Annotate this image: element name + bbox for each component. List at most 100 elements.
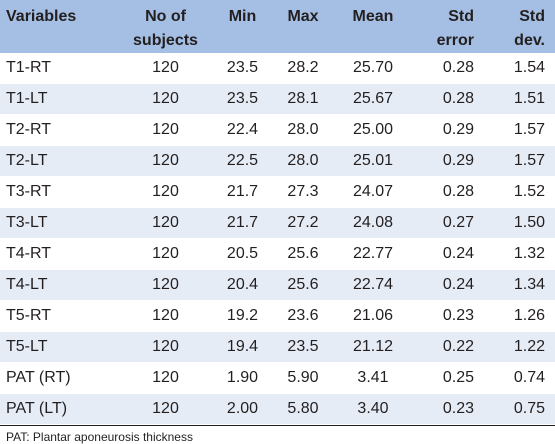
cell-max: 28.0 bbox=[287, 121, 319, 138]
table-row: T1-LT 120 23.5 28.1 25.67 0.28 1.51 bbox=[0, 83, 555, 115]
header-row: Variables No of subjects Min Max Mean Std… bbox=[0, 0, 555, 53]
cell-variable: T5-RT bbox=[6, 307, 52, 324]
cell-variable: T5-LT bbox=[6, 338, 48, 355]
cell-mean: 25.01 bbox=[352, 152, 394, 169]
cell-std-dev: 0.74 bbox=[513, 369, 545, 386]
cell-min: 21.7 bbox=[226, 183, 259, 200]
table-body: T1-RT 120 23.5 28.2 25.70 0.28 1.54 T1-LT 120 23.… bbox=[0, 53, 555, 425]
cell-mean: 25.67 bbox=[352, 90, 394, 107]
cell-max: 5.80 bbox=[287, 400, 319, 417]
cell-min: 21.7 bbox=[226, 214, 259, 231]
table-header: Variables No of subjects Min Max Mean Std… bbox=[0, 0, 555, 53]
cell-mean: 3.41 bbox=[357, 369, 389, 386]
cell-max: 27.3 bbox=[287, 183, 319, 200]
cell-std-error: 0.28 bbox=[442, 90, 474, 107]
cell-mean: 21.06 bbox=[352, 307, 394, 324]
cell-std-dev: 1.54 bbox=[513, 59, 545, 76]
table-row: PAT (LT) 120 2.00 5.80 3.40 0.23 0.75 bbox=[0, 393, 555, 425]
cell-min: 22.5 bbox=[226, 152, 259, 169]
cell-subjects: 120 bbox=[152, 183, 179, 200]
table-row: T1-RT 120 23.5 28.2 25.70 0.28 1.54 bbox=[0, 53, 555, 84]
cell-max: 25.6 bbox=[287, 276, 319, 293]
table-row: T3-RT 120 21.7 27.3 24.07 0.28 1.52 bbox=[0, 177, 555, 208]
cell-subjects: 120 bbox=[152, 121, 179, 138]
cell-std-dev: 1.26 bbox=[513, 307, 545, 324]
table-row: T4-RT 120 20.5 25.6 22.77 0.24 1.32 bbox=[0, 239, 555, 270]
table-row: T5-LT 120 19.4 23.5 21.12 0.22 1.22 bbox=[0, 331, 555, 363]
cell-min: 22.4 bbox=[226, 121, 259, 138]
header-max: Max bbox=[287, 8, 319, 25]
cell-mean: 21.12 bbox=[352, 338, 394, 355]
table-row: PAT (RT) 120 1.90 5.90 3.41 0.25 0.74 bbox=[0, 363, 555, 394]
cell-min: 19.4 bbox=[226, 338, 259, 355]
header-std-dev: Std dev. bbox=[514, 8, 545, 49]
cell-std-dev: 1.52 bbox=[513, 183, 545, 200]
cell-subjects: 120 bbox=[152, 245, 179, 262]
table-row: T4-LT 120 20.4 25.6 22.74 0.24 1.34 bbox=[0, 269, 555, 301]
cell-std-error: 0.23 bbox=[442, 307, 474, 324]
cell-mean: 22.77 bbox=[352, 245, 394, 262]
cell-std-error: 0.24 bbox=[442, 276, 474, 293]
cell-variable: PAT (LT) bbox=[6, 400, 68, 417]
cell-max: 25.6 bbox=[287, 245, 319, 262]
cell-subjects: 120 bbox=[152, 307, 179, 324]
cell-std-error: 0.27 bbox=[442, 214, 474, 231]
cell-std-dev: 1.51 bbox=[513, 90, 545, 107]
cell-subjects: 120 bbox=[152, 338, 179, 355]
cell-std-dev: 1.57 bbox=[513, 121, 545, 138]
cell-variable: T2-RT bbox=[6, 121, 52, 138]
table-row: T2-RT 120 22.4 28.0 25.00 0.29 1.57 bbox=[0, 115, 555, 146]
cell-subjects: 120 bbox=[152, 400, 179, 417]
cell-min: 2.00 bbox=[226, 400, 259, 417]
header-min: Min bbox=[228, 8, 257, 25]
cell-std-error: 0.23 bbox=[442, 400, 474, 417]
cell-max: 5.90 bbox=[287, 369, 319, 386]
cell-mean: 3.40 bbox=[357, 400, 389, 417]
cell-variable: T1-RT bbox=[6, 59, 52, 76]
cell-min: 20.5 bbox=[226, 245, 259, 262]
cell-variable: T3-RT bbox=[6, 183, 52, 200]
cell-subjects: 120 bbox=[152, 276, 179, 293]
header-variables: Variables bbox=[6, 8, 77, 25]
cell-max: 28.1 bbox=[287, 90, 319, 107]
cell-std-error: 0.29 bbox=[442, 121, 474, 138]
table-row: T3-LT 120 21.7 27.2 24.08 0.27 1.50 bbox=[0, 207, 555, 239]
cell-mean: 22.74 bbox=[352, 276, 394, 293]
cell-variable: T4-LT bbox=[6, 276, 48, 293]
cell-subjects: 120 bbox=[152, 59, 179, 76]
cell-max: 23.5 bbox=[287, 338, 319, 355]
cell-min: 19.2 bbox=[226, 307, 259, 324]
table-row: T5-RT 120 19.2 23.6 21.06 0.23 1.26 bbox=[0, 301, 555, 332]
cell-std-error: 0.24 bbox=[442, 245, 474, 262]
cell-max: 27.2 bbox=[287, 214, 319, 231]
header-std-error: Std error bbox=[436, 8, 474, 49]
cell-variable: PAT (RT) bbox=[6, 369, 71, 386]
cell-subjects: 120 bbox=[152, 90, 179, 107]
cell-min: 1.90 bbox=[226, 369, 259, 386]
cell-variable: T4-RT bbox=[6, 245, 52, 262]
table-footnote: PAT: Plantar aponeurosis thickness bbox=[0, 425, 555, 444]
cell-std-error: 0.22 bbox=[442, 338, 474, 355]
cell-max: 28.0 bbox=[287, 152, 319, 169]
cell-max: 23.6 bbox=[287, 307, 319, 324]
cell-std-dev: 1.57 bbox=[513, 152, 545, 169]
cell-std-dev: 0.75 bbox=[513, 400, 545, 417]
cell-std-dev: 1.34 bbox=[513, 276, 545, 293]
cell-subjects: 120 bbox=[152, 214, 179, 231]
header-subjects: No of subjects bbox=[133, 8, 198, 49]
cell-mean: 25.70 bbox=[352, 59, 394, 76]
cell-std-error: 0.28 bbox=[442, 59, 474, 76]
header-mean: Mean bbox=[352, 8, 394, 25]
cell-std-error: 0.28 bbox=[442, 183, 474, 200]
cell-subjects: 120 bbox=[152, 369, 179, 386]
statistics-table: Variables No of subjects Min Max Mean Std… bbox=[0, 0, 555, 425]
cell-min: 20.4 bbox=[226, 276, 259, 293]
cell-std-dev: 1.32 bbox=[513, 245, 545, 262]
cell-std-dev: 1.22 bbox=[513, 338, 545, 355]
cell-max: 28.2 bbox=[287, 59, 319, 76]
cell-subjects: 120 bbox=[152, 152, 179, 169]
cell-std-dev: 1.50 bbox=[513, 214, 545, 231]
cell-variable: T1-LT bbox=[6, 90, 48, 107]
cell-min: 23.5 bbox=[226, 59, 259, 76]
